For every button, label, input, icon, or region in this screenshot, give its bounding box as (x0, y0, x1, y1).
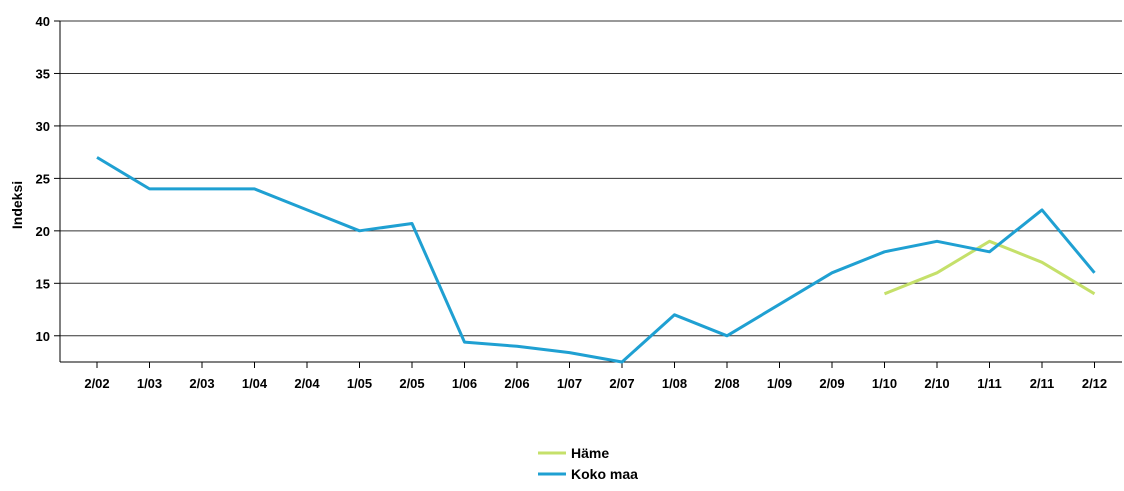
legend-item: Koko maa (538, 466, 638, 482)
x-tick-label: 2/07 (609, 376, 634, 391)
series-line-hame (883, 239, 1096, 296)
series-lines (96, 156, 1096, 364)
x-tick-label: 2/11 (1030, 376, 1055, 391)
x-tick-label: 2/03 (189, 376, 214, 391)
y-tick-label: 30 (36, 119, 50, 134)
x-tick-label: 1/04 (242, 376, 268, 391)
x-tick-label: 2/06 (504, 376, 529, 391)
y-tick-label: 40 (36, 14, 50, 29)
legend-item: Häme (538, 445, 609, 461)
x-tick-label: 2/02 (84, 376, 109, 391)
x-tick-label: 2/04 (294, 376, 320, 391)
y-tick-label: 10 (36, 329, 50, 344)
x-tick-label: 2/08 (714, 376, 739, 391)
x-tick-label: 1/05 (347, 376, 372, 391)
x-tick-label: 1/11 (977, 376, 1002, 391)
y-tick-label: 35 (36, 66, 50, 81)
y-tick-label: 20 (36, 224, 50, 239)
x-tick-label: 2/09 (819, 376, 844, 391)
x-tick-label: 2/12 (1082, 376, 1107, 391)
axes (54, 20, 1122, 368)
y-tick-label: 15 (36, 276, 50, 291)
legend-label: Häme (571, 445, 609, 461)
x-tick-label: 2/10 (924, 376, 949, 391)
y-tick-label: 25 (36, 171, 50, 186)
gridlines (60, 20, 1122, 337)
x-tick-label: 2/05 (399, 376, 424, 391)
x-tick-label: 1/08 (662, 376, 687, 391)
x-tick-label: 1/07 (557, 376, 582, 391)
series-line-koko-maa (96, 156, 1096, 364)
x-tick-labels: 2/02 1/03 2/03 1/04 2/04 1/05 2/05 1/06 2/06 1/07… (84, 376, 1107, 391)
x-tick-label: 1/03 (137, 376, 162, 391)
legend-label: Koko maa (571, 466, 638, 482)
y-tick-labels: 10 15 20 25 30 35 40 (36, 14, 50, 344)
x-tick-label: 1/10 (872, 376, 897, 391)
x-tick-label: 1/09 (767, 376, 792, 391)
y-axis-title: Indeksi (9, 181, 25, 229)
legend: Häme Koko maa (538, 445, 638, 482)
x-tick-label: 1/06 (452, 376, 477, 391)
